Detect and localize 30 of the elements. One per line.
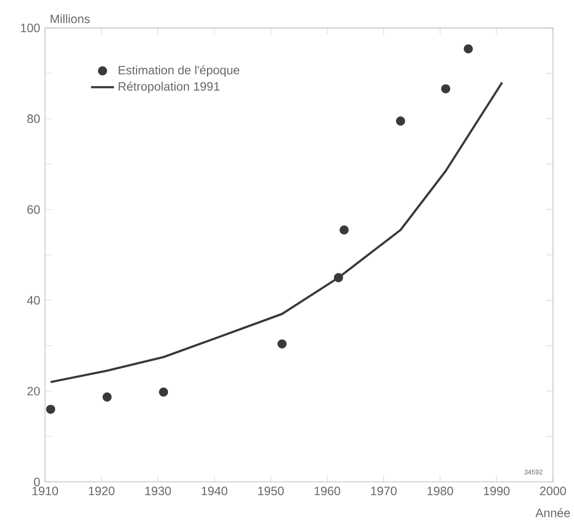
point: [158, 387, 168, 397]
x-tick-label: 1960: [314, 486, 340, 496]
point: [396, 116, 406, 126]
y-tick-label: 60: [27, 205, 40, 214]
x-tick-label: 1910: [32, 486, 58, 496]
x-tick-label: 1920: [88, 486, 114, 496]
y-axis-title: Millions: [50, 14, 90, 24]
x-tick-label: 1970: [371, 486, 397, 496]
point: [464, 44, 473, 54]
x-tick-label: 1940: [202, 486, 228, 496]
y-tick-label: 100: [20, 24, 40, 32]
point: [277, 339, 287, 349]
point: [102, 392, 112, 402]
x-tick-label: 1980: [428, 486, 454, 496]
x-tick-label: 1930: [145, 486, 171, 496]
y-tick-label: 80: [27, 114, 40, 124]
x-tick-label: 1990: [484, 486, 510, 496]
legend-label: Estimation de l'époque: [118, 65, 240, 77]
y-tick-label: 40: [27, 296, 40, 305]
point: [441, 84, 450, 94]
legend-label: Rétropolation 1991: [118, 82, 220, 94]
point: [46, 404, 56, 414]
line-series: [50, 81, 504, 384]
y-tick-label: 20: [27, 386, 40, 396]
point: [340, 225, 349, 235]
x-axis-title: Année: [535, 508, 570, 518]
point: [334, 273, 344, 282]
x-tick-label: 1950: [258, 486, 284, 496]
y-tick-label: 0: [34, 478, 40, 486]
x-tick-label: 2000: [540, 486, 566, 496]
